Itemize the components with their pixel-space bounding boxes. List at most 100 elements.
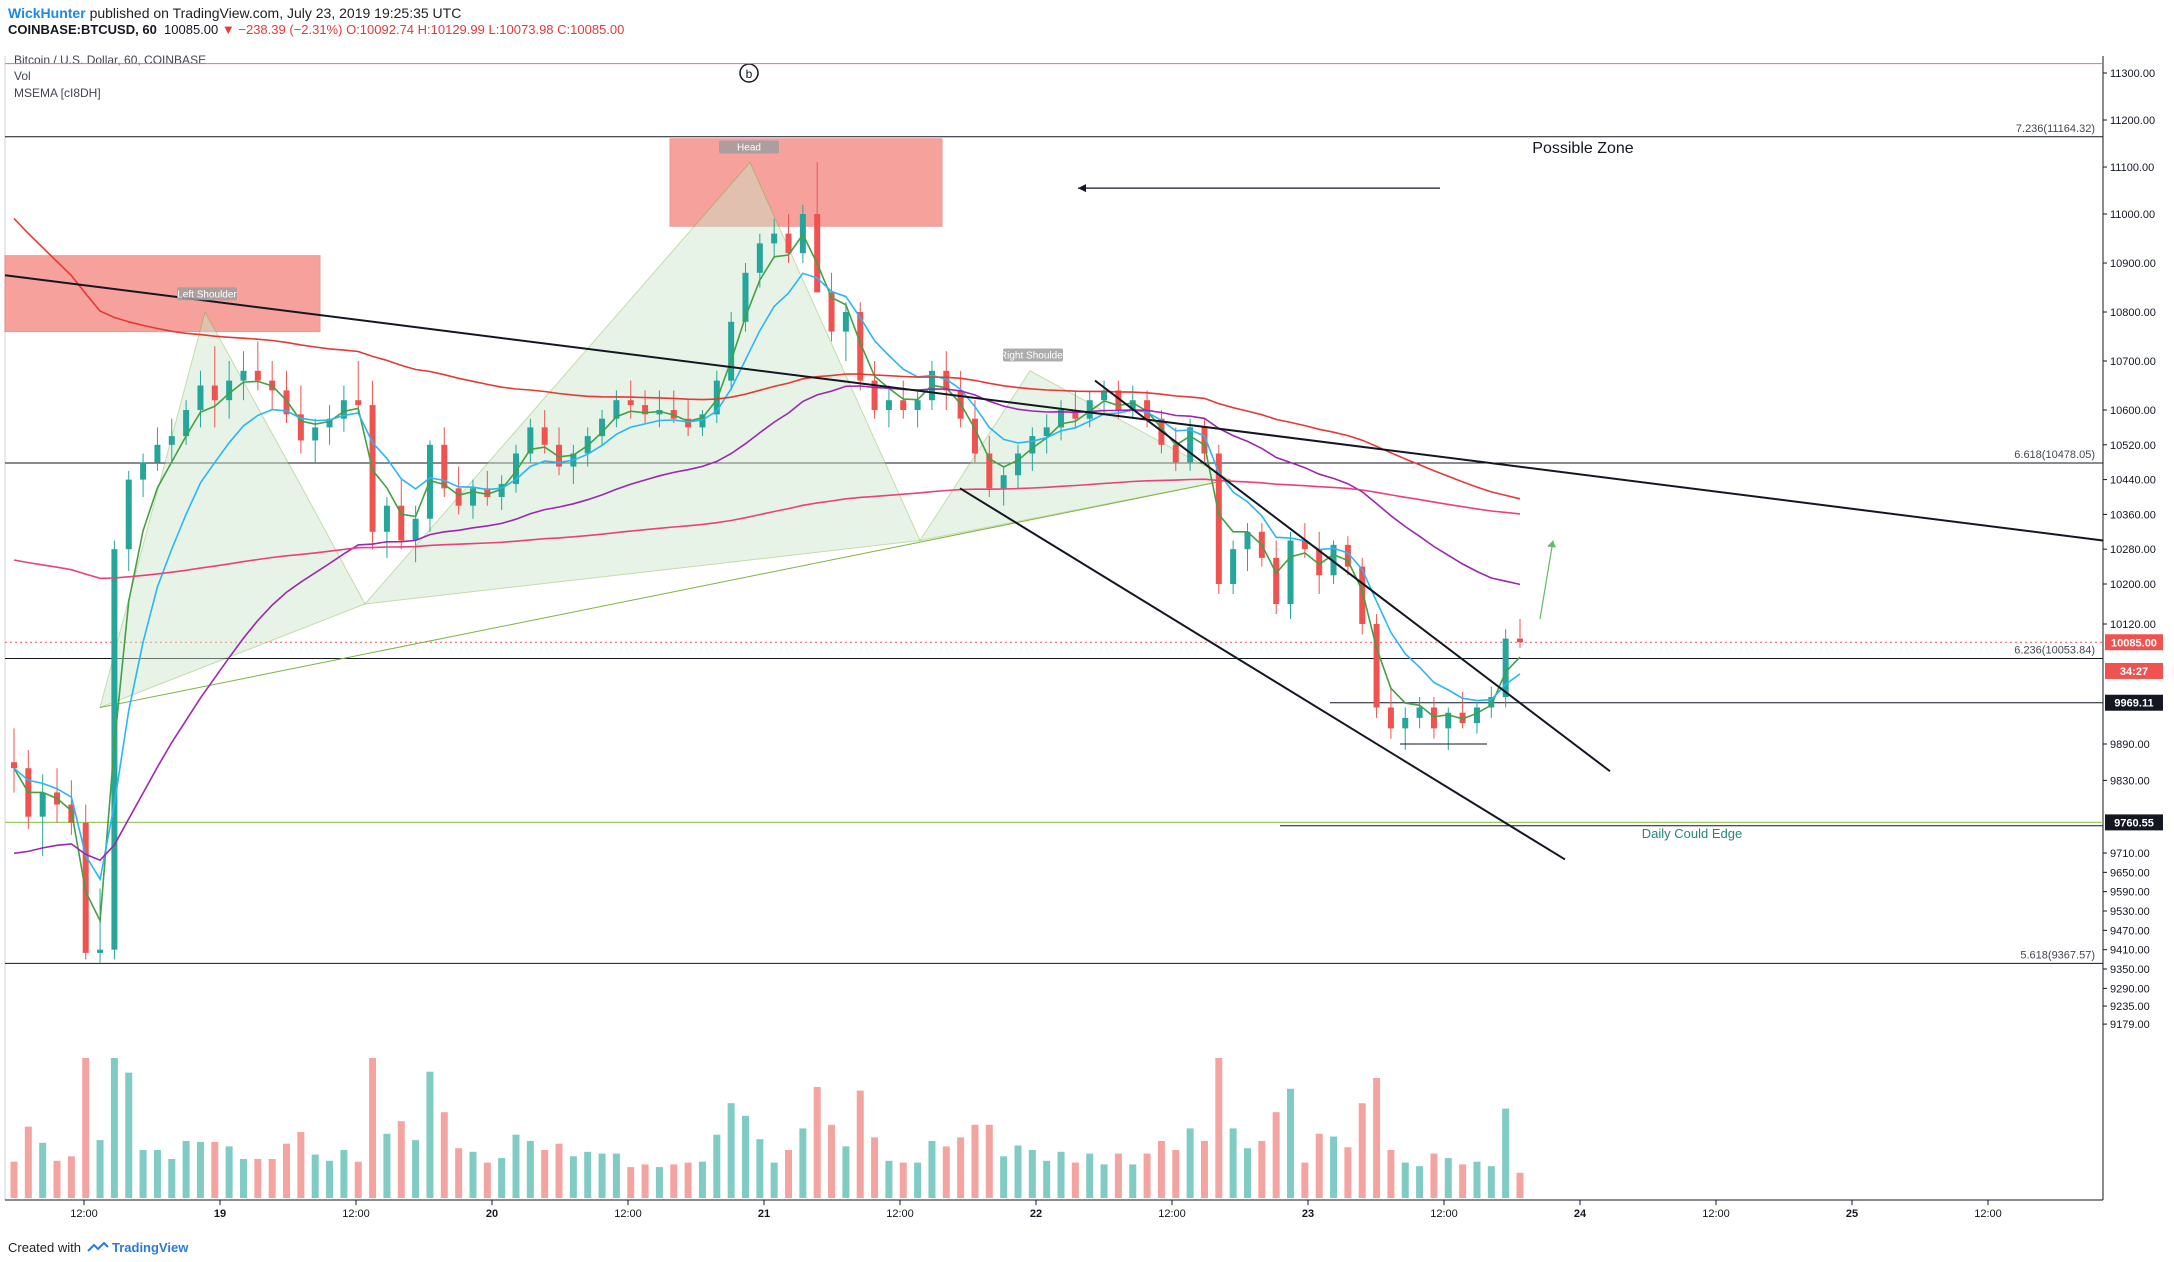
candle [484, 470, 491, 506]
volume-bar [1086, 1153, 1094, 1198]
publish-line: WickHunter published on TradingView.com,… [8, 5, 461, 21]
volume-bar [1258, 1141, 1266, 1198]
candle [39, 774, 46, 857]
candle [140, 453, 147, 497]
time-tick-label: 12:00 [342, 1208, 370, 1220]
volume-bar [985, 1124, 993, 1198]
volume-bar [153, 1150, 161, 1198]
candle-body [1488, 697, 1495, 708]
candle [771, 218, 778, 259]
volume-bar [1459, 1164, 1467, 1198]
time-tick-label: 12:00 [1702, 1208, 1730, 1220]
volume-bar [971, 1124, 979, 1198]
volume-bar [828, 1124, 836, 1198]
volume-bar [584, 1151, 592, 1198]
candle [455, 466, 462, 515]
candle [1058, 400, 1065, 441]
candle-body [943, 370, 950, 391]
volume-bar [569, 1156, 577, 1198]
candle-body [11, 762, 17, 769]
candle [1172, 427, 1179, 471]
volume-bar [555, 1143, 563, 1198]
volume-bar [885, 1160, 893, 1198]
price-tick-label: 11300.00 [2110, 68, 2155, 80]
volume-bar [139, 1150, 147, 1198]
fib-level-label: 7.236(11164.32) [2016, 123, 2095, 135]
head-shape [363, 161, 921, 605]
candle [97, 888, 104, 963]
right-shoulder-label-bg [1003, 348, 1063, 362]
candle [1430, 697, 1437, 739]
price-tick-label: 10900.00 [2110, 258, 2156, 270]
candle-body [1387, 707, 1394, 729]
volume-bar [1100, 1164, 1108, 1198]
volume-bar [1301, 1162, 1309, 1198]
volume-bar [541, 1150, 549, 1198]
volume-bar [1444, 1158, 1452, 1198]
price-chart[interactable]: Bitcoin / U.S. Dollar, 60, COINBASE Vol … [0, 0, 2174, 1232]
candle-body [455, 488, 462, 506]
time-tick-label: 21 [758, 1208, 770, 1220]
time-axis[interactable]: 12:00 19 12:00 20 12:00 21 12:00 22 12:00 23 12:00… [70, 1200, 2002, 1220]
candle [943, 351, 950, 410]
candle [1215, 444, 1222, 594]
price-tick-label: 9350.00 [2110, 964, 2150, 976]
left-shoulder-label: Left Shoulder [177, 289, 237, 300]
time-tick-label: 19 [214, 1208, 226, 1220]
candle [312, 418, 319, 463]
candle-body [1517, 638, 1523, 643]
tradingview-logo-icon [87, 1242, 109, 1252]
time-tick-label: 20 [486, 1208, 498, 1220]
volume-bar [1186, 1128, 1194, 1198]
candle [469, 479, 476, 519]
volume-bar [1014, 1145, 1022, 1198]
candle-body [297, 414, 304, 441]
candle-body [125, 479, 132, 550]
tradingview-brand[interactable]: TradingView [111, 1240, 189, 1255]
volume-bar [39, 1142, 47, 1198]
candle-body [197, 385, 204, 410]
candle [383, 497, 390, 558]
candle [814, 162, 821, 293]
candle-body [986, 453, 993, 489]
left-shoulder-zone [4, 255, 321, 333]
candle-body [1215, 453, 1222, 584]
candle [1230, 540, 1237, 594]
candle-body [556, 444, 563, 467]
candle [1244, 523, 1251, 571]
candle [240, 351, 247, 401]
candle [1517, 619, 1523, 648]
candle [842, 302, 849, 361]
right-shoulder-label: Right Shoulder [1000, 351, 1067, 362]
candle-body [39, 792, 46, 817]
volume-bar [440, 1112, 448, 1198]
candle-body [771, 233, 778, 244]
volume-bar [1502, 1108, 1510, 1198]
candle-body [699, 414, 706, 428]
volume-bar [655, 1167, 663, 1198]
time-tick-label: 25 [1846, 1208, 1858, 1220]
candle-body [1301, 540, 1308, 550]
volume-bar [469, 1151, 477, 1198]
candle-body [728, 321, 735, 381]
price-tag [2105, 694, 2163, 711]
price-tag-label: 9969.11 [2114, 698, 2153, 710]
fib-level-label: 5.618(9367.57) [2020, 949, 2095, 961]
author-link[interactable]: WickHunter [8, 5, 86, 21]
volume-bar [211, 1141, 219, 1198]
candle-body [1172, 444, 1179, 463]
candle-body [1230, 549, 1237, 584]
candle-body [871, 380, 878, 410]
price-axis[interactable]: 11300.00 11200.00 11100.00 11000.00 10900.00… [2103, 68, 2163, 1031]
volume-bar [914, 1162, 922, 1198]
candle-body [756, 243, 763, 273]
time-tick-label: 12:00 [614, 1208, 642, 1220]
time-tick-label: 12:00 [70, 1208, 98, 1220]
volume-bar [741, 1115, 749, 1198]
candle [599, 410, 606, 445]
candle-body [627, 400, 634, 406]
candle-body [1445, 712, 1452, 729]
bullish-arrow-head-icon [1547, 540, 1556, 548]
volume-bar [670, 1164, 678, 1198]
candle [627, 380, 634, 419]
